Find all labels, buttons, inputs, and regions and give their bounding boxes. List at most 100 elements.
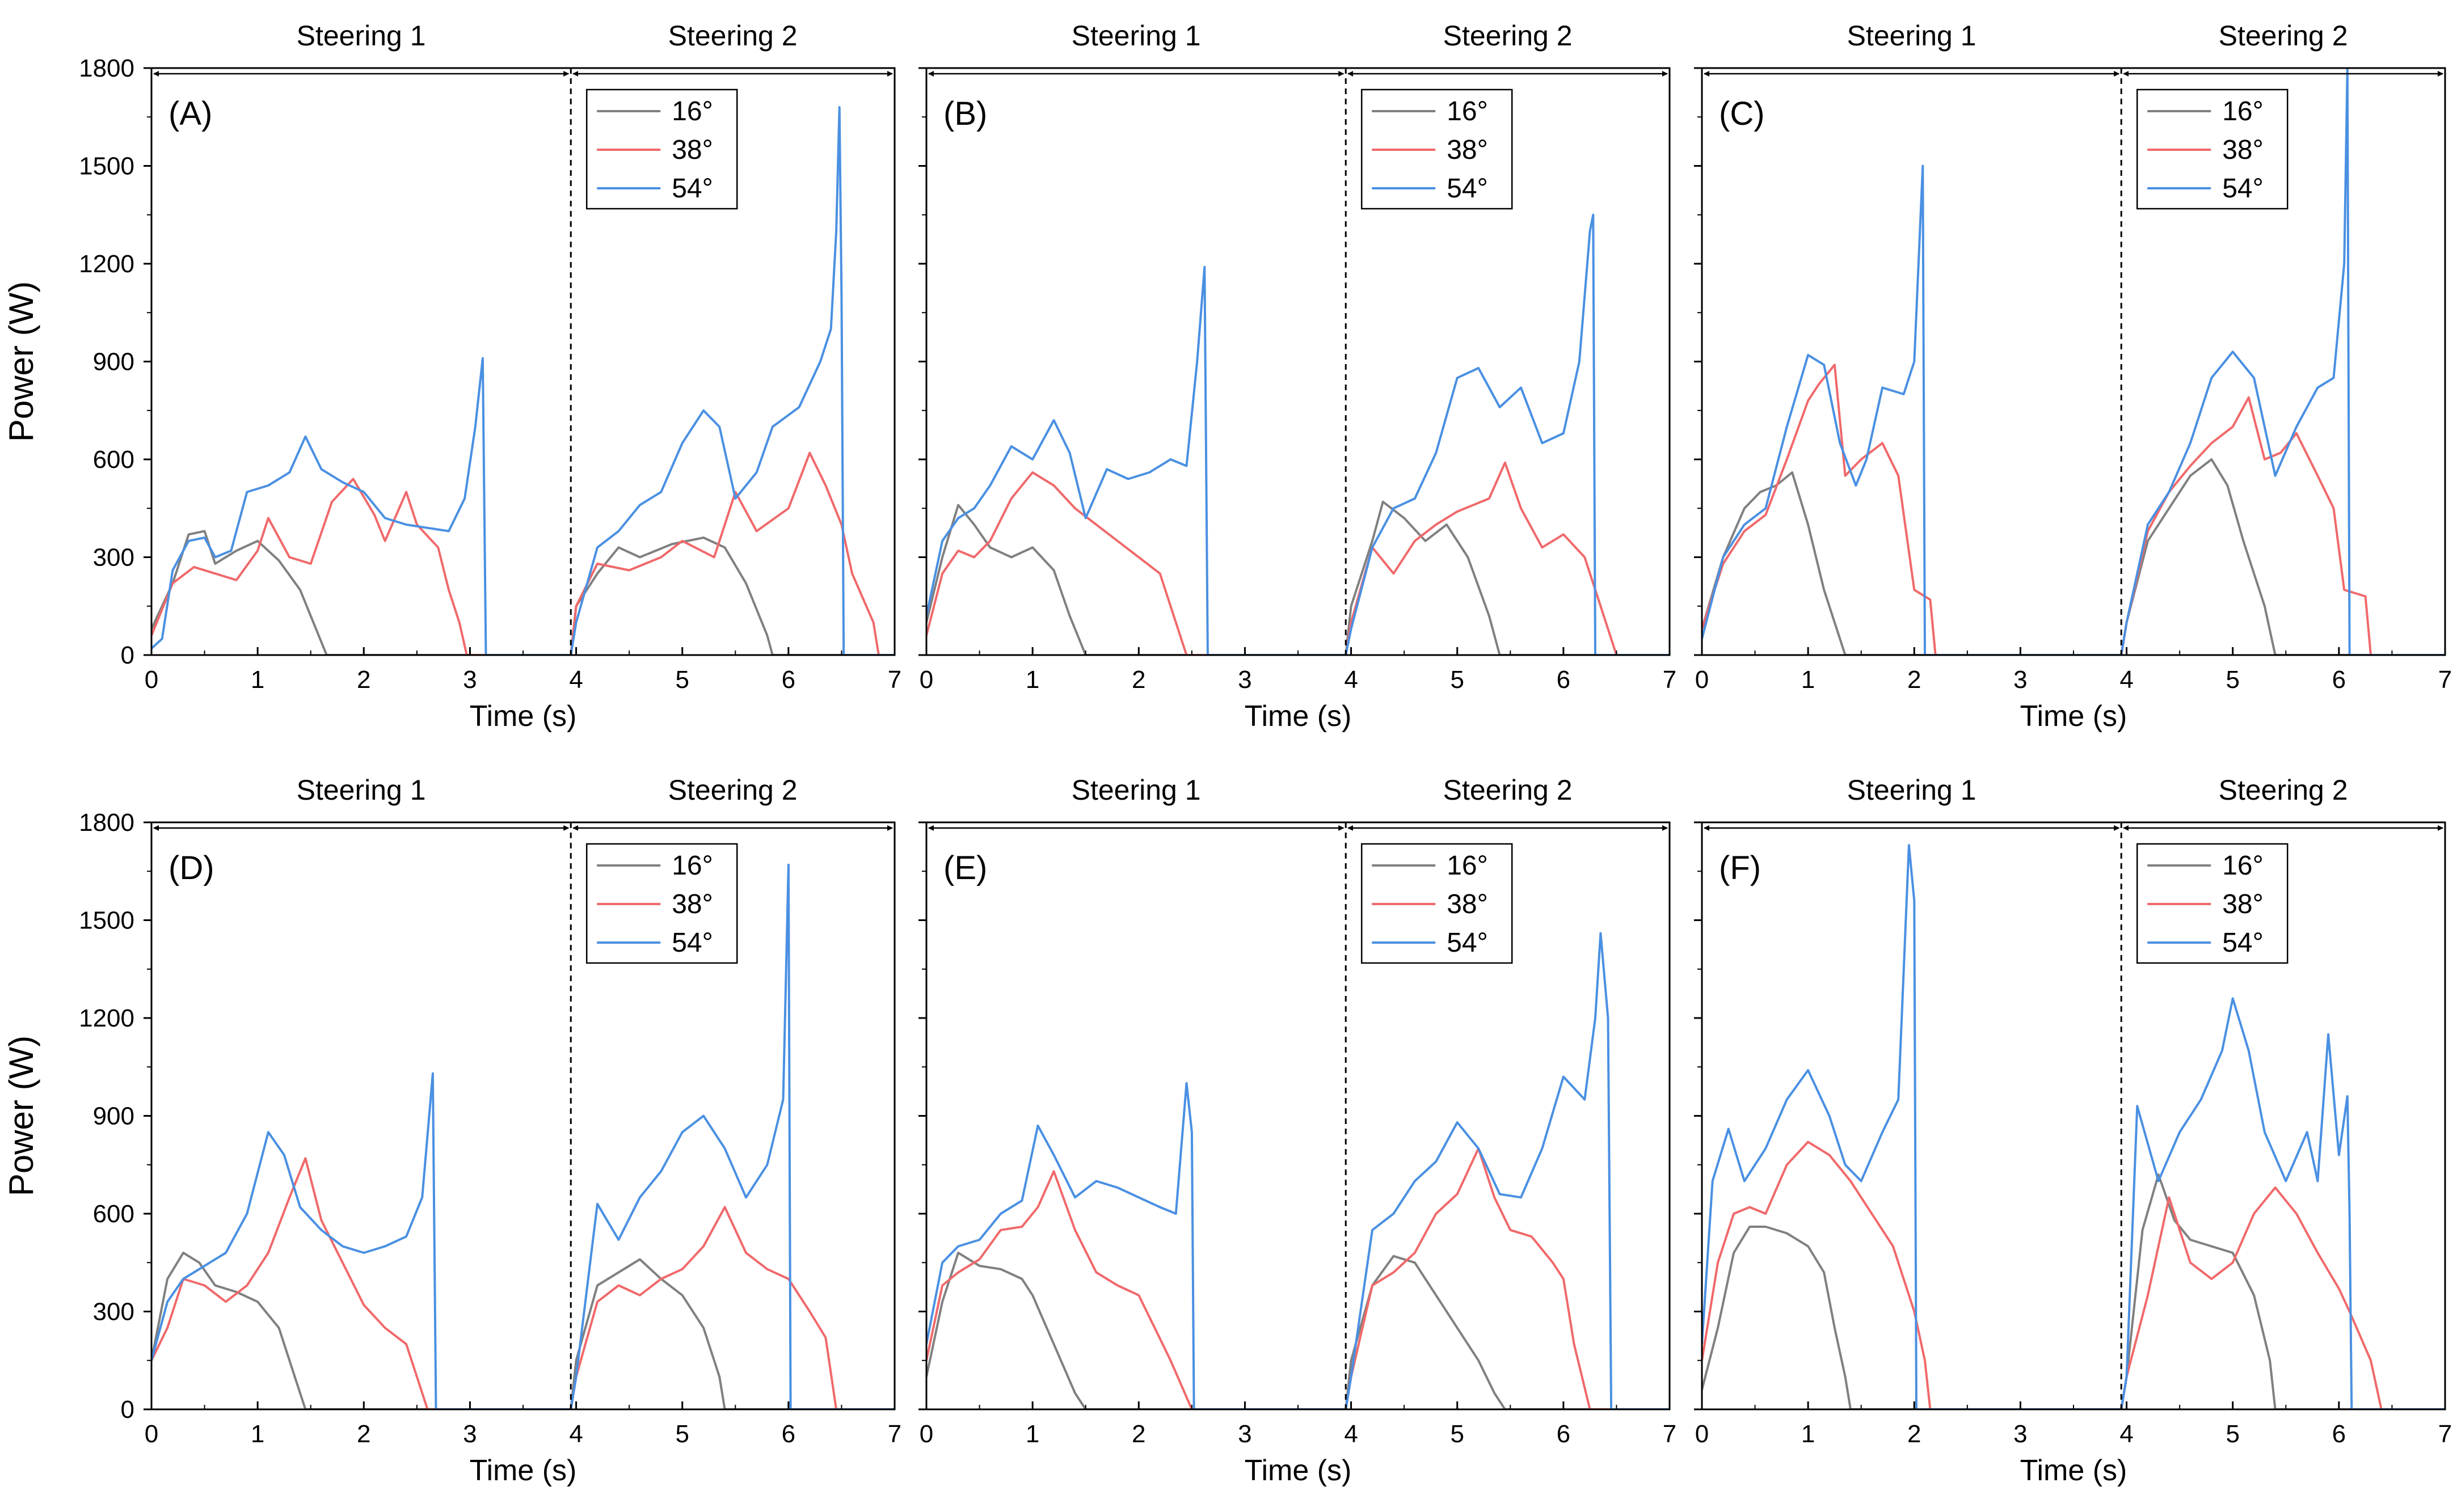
y-tick-label: 1800 bbox=[79, 54, 134, 82]
series-line-54deg bbox=[1702, 68, 2445, 655]
x-tick-label: 4 bbox=[1344, 666, 1358, 694]
x-tick-label: 4 bbox=[1344, 1420, 1358, 1448]
x-tick-label: 6 bbox=[2332, 1420, 2346, 1448]
x-tick-label: 4 bbox=[569, 1420, 583, 1448]
series-line-38deg bbox=[1702, 364, 2445, 655]
plot-frame bbox=[925, 821, 1671, 1410]
legend-label: 16° bbox=[1447, 96, 1488, 126]
panel-label: (D) bbox=[168, 850, 214, 886]
series-line-16deg bbox=[926, 1252, 1670, 1409]
steering-2-label: Steering 2 bbox=[668, 20, 798, 52]
steering-2-label: Steering 2 bbox=[1443, 20, 1573, 52]
x-tick-label: 3 bbox=[1238, 1420, 1251, 1448]
x-tick-label: 5 bbox=[675, 1420, 689, 1448]
series-line-16deg bbox=[151, 1252, 895, 1409]
panel-label: (F) bbox=[1719, 850, 1761, 886]
series-line-38deg bbox=[926, 1147, 1670, 1409]
panel-c: Steering 1 Steering 2 (C) 0 1 2 3 4 5 6 7 Time (s) 1… bbox=[1694, 20, 2452, 733]
y-tick-label: 1500 bbox=[79, 153, 134, 180]
steering-2-label: Steering 2 bbox=[1443, 774, 1573, 806]
legend: 16° 38° 54° bbox=[1360, 88, 1513, 210]
x-tick-label: 6 bbox=[782, 1420, 795, 1448]
x-tick-label: 3 bbox=[2013, 1420, 2027, 1448]
legend-label: 38° bbox=[1447, 135, 1488, 165]
legend-label: 54° bbox=[1447, 174, 1488, 204]
x-axis-title: Time (s) bbox=[2020, 1454, 2127, 1487]
y-tick-label: 900 bbox=[93, 348, 134, 376]
plot-frame bbox=[150, 67, 896, 656]
x-tick-label: 3 bbox=[1238, 666, 1251, 694]
y-tick-label: 600 bbox=[93, 1200, 134, 1228]
legend-label: 54° bbox=[672, 928, 713, 958]
series-line-16deg bbox=[151, 530, 895, 655]
series-line-54deg bbox=[151, 863, 895, 1409]
y-tick-label: 300 bbox=[93, 544, 134, 572]
series-line-54deg bbox=[926, 932, 1670, 1409]
plot-frame bbox=[150, 821, 896, 1410]
y-tick-label: 300 bbox=[93, 1298, 134, 1326]
panel-f: Steering 1 Steering 2 (F) 0 1 2 3 4 5 6 7 Time (s) 1… bbox=[1694, 774, 2452, 1487]
x-tick-label: 2 bbox=[1907, 1420, 1921, 1448]
panel-d: Steering 1 Steering 2 (D) 0 1 2 3 4 5 6 7 Time (s) 0… bbox=[2, 774, 901, 1487]
legend-label: 16° bbox=[1447, 851, 1488, 881]
legend-label: 16° bbox=[672, 851, 713, 881]
legend: 16° 38° 54° bbox=[2136, 843, 2289, 964]
legend-label: 16° bbox=[2222, 851, 2264, 881]
panel-label: (E) bbox=[943, 850, 987, 886]
panel-a: Steering 1 Steering 2 (A) 0 1 2 3 4 5 6 7 Time (s) 0… bbox=[2, 20, 901, 733]
y-tick-label: 1500 bbox=[79, 907, 134, 935]
x-tick-label: 1 bbox=[1026, 666, 1039, 694]
x-tick-label: 7 bbox=[888, 1420, 901, 1448]
panel-e: Steering 1 Steering 2 (E) 0 1 2 3 4 5 6 7 Time (s) 1… bbox=[918, 774, 1676, 1487]
x-tick-label: 5 bbox=[1450, 1420, 1464, 1448]
x-axis-title: Time (s) bbox=[1245, 700, 1352, 733]
series-line-38deg bbox=[1702, 1141, 2445, 1409]
series-line-38deg bbox=[151, 451, 895, 655]
legend-label: 38° bbox=[2222, 889, 2264, 919]
x-tick-label: 3 bbox=[463, 666, 477, 694]
panel-label: (B) bbox=[943, 95, 987, 132]
x-tick-label: 2 bbox=[1132, 1420, 1145, 1448]
x-tick-label: 0 bbox=[145, 1420, 158, 1448]
series-line-38deg bbox=[926, 461, 1670, 655]
x-tick-label: 7 bbox=[2438, 666, 2452, 694]
x-tick-label: 0 bbox=[145, 666, 158, 694]
x-axis-title: Time (s) bbox=[470, 1454, 577, 1487]
y-tick-label: 900 bbox=[93, 1103, 134, 1130]
y-axis-title: Power (W) bbox=[2, 1036, 40, 1196]
x-tick-label: 1 bbox=[1026, 1420, 1039, 1448]
y-tick-label: 0 bbox=[121, 641, 134, 669]
x-tick-label: 4 bbox=[569, 666, 583, 694]
x-tick-label: 7 bbox=[1663, 666, 1676, 694]
steering-2-label: Steering 2 bbox=[668, 774, 798, 806]
steering-1-label: Steering 1 bbox=[1847, 20, 1976, 52]
panel-label: (A) bbox=[168, 95, 212, 132]
x-axis-title: Time (s) bbox=[2020, 700, 2127, 733]
legend-label: 38° bbox=[2222, 135, 2264, 165]
x-tick-label: 3 bbox=[463, 1420, 477, 1448]
series-line-16deg bbox=[1702, 458, 2445, 655]
x-tick-label: 1 bbox=[251, 1420, 264, 1448]
steering-1-label: Steering 1 bbox=[1847, 774, 1976, 806]
x-tick-label: 0 bbox=[920, 666, 933, 694]
x-tick-label: 6 bbox=[1557, 1420, 1570, 1448]
x-tick-label: 0 bbox=[1695, 1420, 1709, 1448]
x-tick-label: 6 bbox=[2332, 666, 2346, 694]
panel-label: (C) bbox=[1719, 95, 1765, 132]
plot-frame bbox=[1701, 67, 2446, 656]
legend: 16° 38° 54° bbox=[1360, 843, 1513, 964]
x-tick-label: 0 bbox=[920, 1420, 933, 1448]
legend-label: 38° bbox=[1447, 889, 1488, 919]
series-line-54deg bbox=[926, 213, 1670, 655]
x-tick-label: 2 bbox=[357, 1420, 370, 1448]
series-line-16deg bbox=[1702, 1173, 2445, 1409]
x-tick-label: 5 bbox=[1450, 666, 1464, 694]
x-tick-label: 3 bbox=[2013, 666, 2027, 694]
steering-2-label: Steering 2 bbox=[2219, 20, 2348, 52]
x-tick-label: 4 bbox=[2119, 1420, 2133, 1448]
y-tick-label: 600 bbox=[93, 446, 134, 474]
y-tick-label: 1200 bbox=[79, 250, 134, 278]
x-tick-label: 2 bbox=[357, 666, 370, 694]
x-tick-label: 7 bbox=[2438, 1420, 2452, 1448]
